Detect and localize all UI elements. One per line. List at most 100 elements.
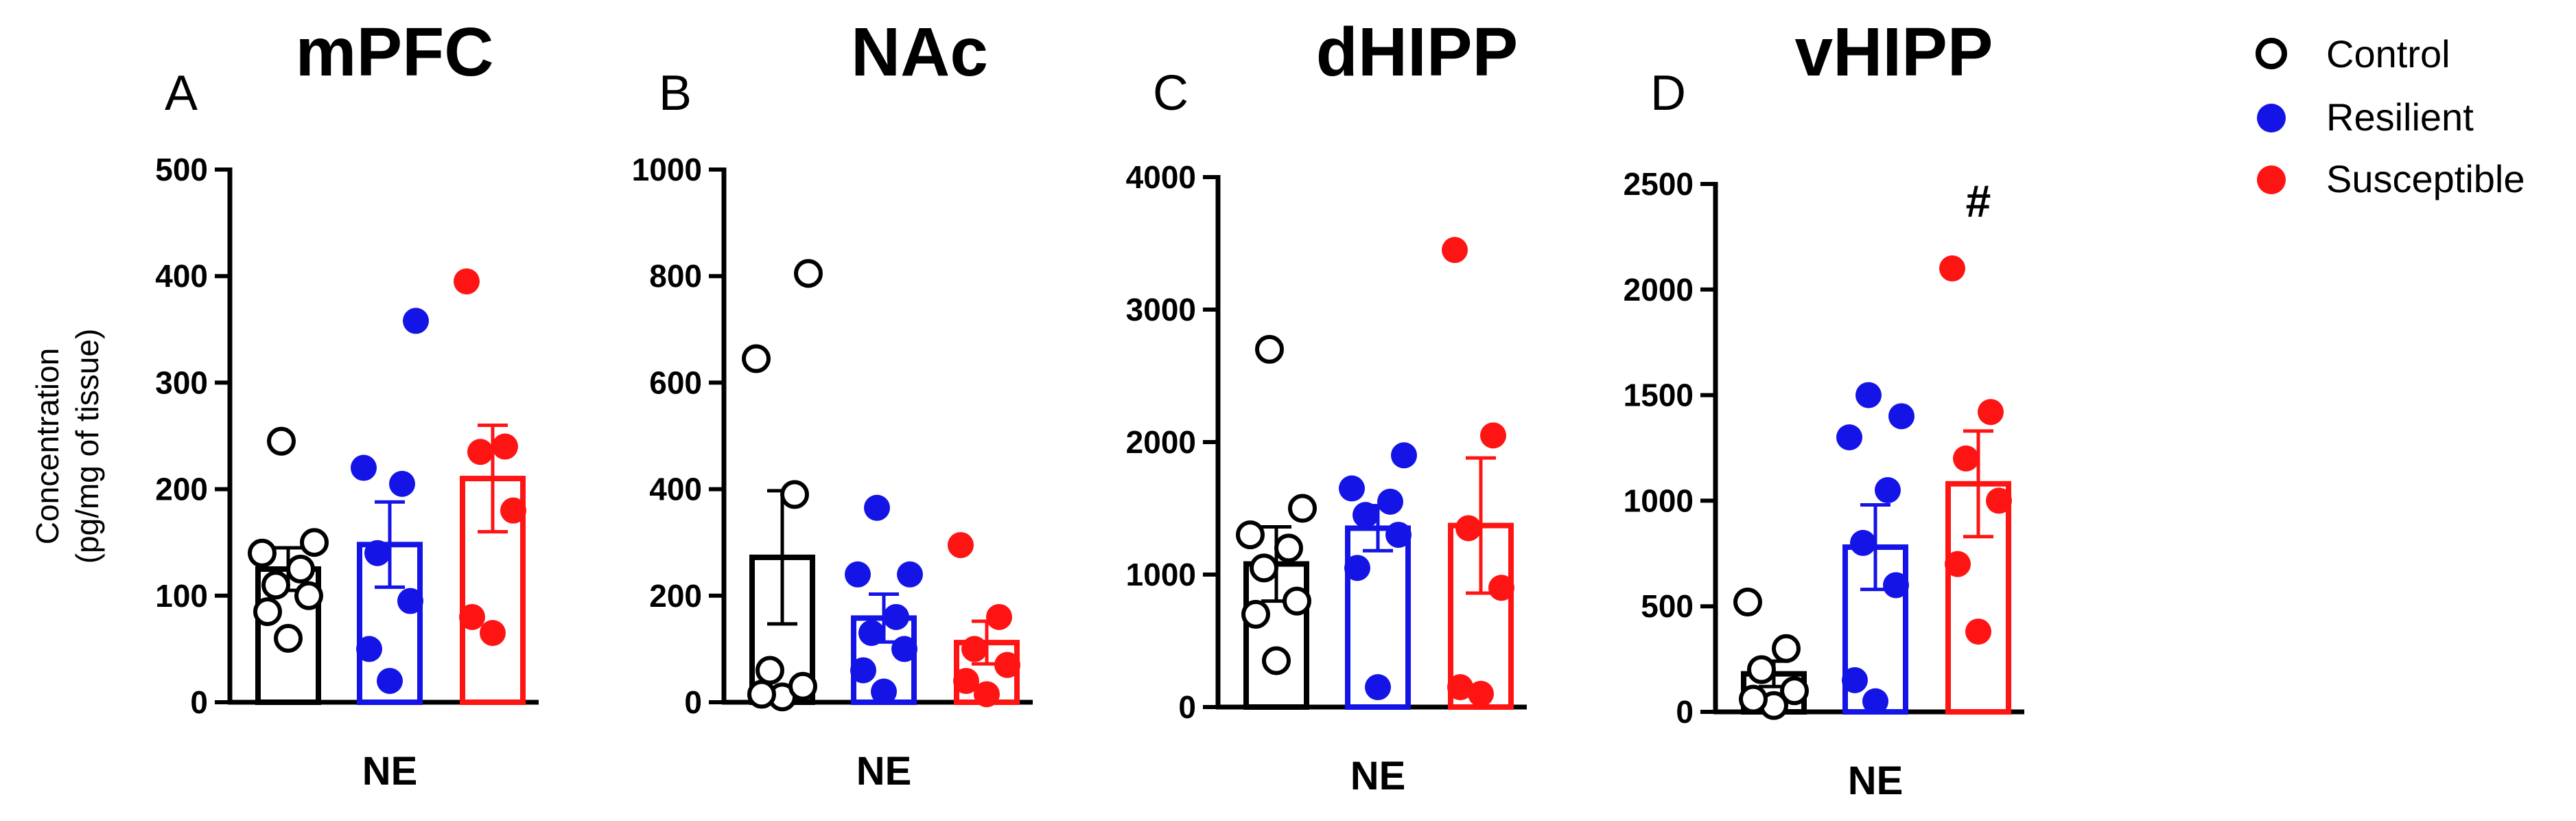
panel-letter: A — [165, 66, 198, 121]
y-tick-label: 600 — [649, 365, 702, 400]
data-point-resilient — [1385, 522, 1412, 548]
data-point-resilient — [858, 620, 885, 647]
data-point-control — [294, 581, 323, 610]
data-point-resilient — [1391, 442, 1417, 469]
data-point-resilient — [377, 667, 403, 694]
legend-label-control: Control — [2326, 32, 2450, 76]
x-axis-label: NE — [362, 749, 418, 794]
bar-susceptible — [1945, 481, 2011, 715]
data-point-control — [1747, 655, 1776, 684]
data-point-resilient — [1855, 382, 1882, 408]
data-point-resilient — [1842, 667, 1868, 693]
data-point-resilient — [1850, 529, 1876, 556]
data-point-susceptible — [961, 636, 987, 662]
data-point-resilient — [1377, 488, 1403, 515]
panel-title: dHIPP — [1316, 14, 1518, 91]
y-tick-label: 200 — [155, 472, 208, 507]
data-point-resilient — [891, 636, 917, 662]
data-point-resilient — [1836, 424, 1862, 451]
data-point-susceptible — [1945, 551, 1971, 577]
legend-label-resilient: Resilient — [2326, 95, 2474, 139]
data-point-control — [1250, 553, 1278, 583]
data-point-control — [1288, 494, 1317, 523]
data-point-susceptible — [1442, 237, 1468, 264]
legend-label-susceptible: Susceptible — [2326, 157, 2525, 200]
y-tick-label: 1000 — [632, 152, 702, 187]
data-point-susceptible — [1480, 422, 1506, 449]
y-tick-label: 1500 — [1624, 378, 1694, 413]
y-tick-label: 2500 — [1624, 166, 1694, 202]
data-point-control — [1255, 334, 1284, 364]
data-point-susceptible — [948, 532, 974, 559]
data-point-susceptible — [1953, 445, 1979, 472]
y-tick-label: 2000 — [1624, 272, 1694, 308]
data-point-resilient — [1888, 403, 1915, 430]
data-point-control — [300, 528, 329, 557]
legend: Control Resilient Susceptible — [2256, 32, 2525, 200]
y-tick-label: 300 — [155, 365, 208, 400]
data-point-susceptible — [986, 603, 1012, 630]
data-point-resilient — [1353, 502, 1379, 529]
data-point-control — [286, 555, 315, 583]
data-point-control — [248, 538, 277, 568]
y-tick-label: 0 — [1676, 694, 1694, 730]
significance-annotation: # — [1966, 176, 1991, 227]
data-point-control — [274, 623, 303, 653]
data-point-resilient — [1883, 572, 1909, 599]
y-tick-label: 500 — [155, 152, 208, 187]
data-point-resilient — [364, 540, 390, 566]
data-point-resilient — [1365, 674, 1391, 701]
x-axis-label: NE — [1350, 754, 1406, 798]
data-point-susceptible — [953, 667, 979, 694]
data-point-control — [1772, 634, 1801, 663]
y-tick-label: 400 — [649, 472, 702, 507]
bar-susceptible — [460, 476, 526, 706]
data-point-resilient — [864, 494, 890, 521]
data-point-resilient — [397, 588, 423, 614]
data-point-resilient — [897, 561, 923, 588]
data-point-control — [1780, 676, 1809, 706]
data-point-resilient — [403, 308, 429, 334]
y-tick-label: 100 — [155, 578, 208, 614]
y-axis-label-line1: Concentration — [30, 348, 65, 544]
data-point-resilient — [389, 470, 415, 497]
bar-resilient — [357, 542, 423, 706]
data-point-resilient — [356, 636, 382, 662]
data-point-resilient — [871, 678, 897, 705]
data-point-control — [794, 259, 823, 288]
y-tick-label: 1000 — [1624, 483, 1694, 518]
panel-title: NAc — [851, 14, 988, 91]
y-axis-label: Concentration (pg/mg of tissue) — [30, 329, 105, 564]
data-point-resilient — [1344, 555, 1370, 581]
panel-title: mPFC — [296, 14, 494, 91]
y-tick-label: 2000 — [1126, 424, 1196, 460]
data-point-control — [1262, 646, 1291, 675]
data-point-resilient — [1339, 475, 1365, 502]
y-tick-label: 0 — [1178, 689, 1196, 725]
legend-marker-resilient — [2257, 104, 2286, 132]
data-point-susceptible — [1939, 255, 1965, 282]
data-point-control — [1283, 586, 1311, 616]
data-point-resilient — [1875, 477, 1901, 504]
y-tick-label: 0 — [190, 684, 208, 720]
data-point-control — [788, 671, 817, 701]
data-point-resilient — [1862, 688, 1888, 715]
data-point-control — [780, 480, 809, 509]
data-point-control — [1739, 684, 1768, 714]
data-point-susceptible — [480, 620, 506, 647]
panel-letter: C — [1153, 66, 1189, 121]
legend-marker-susceptible — [2257, 165, 2286, 194]
data-point-control — [1274, 533, 1303, 563]
data-point-susceptible — [500, 497, 526, 524]
y-tick-label: 200 — [649, 578, 702, 614]
y-axis-label-line2: (pg/mg of tissue) — [69, 329, 105, 564]
y-tick-label: 3000 — [1126, 292, 1196, 327]
y-tick-label: 1000 — [1126, 557, 1196, 592]
data-point-control — [1236, 520, 1265, 550]
panel-letter: D — [1650, 66, 1686, 121]
data-point-susceptible — [1447, 674, 1473, 701]
